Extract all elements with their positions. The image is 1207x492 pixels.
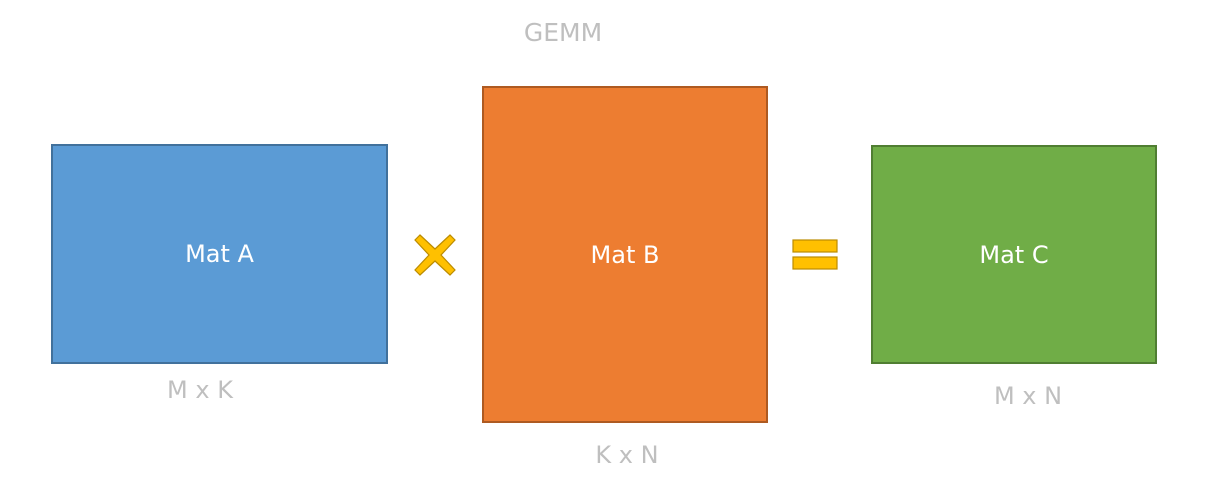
matrix-c: Mat C — [871, 145, 1157, 364]
matrix-a-dimensions: M x K — [167, 376, 233, 404]
matrix-a: Mat A — [51, 144, 388, 364]
matrix-c-dimensions: M x N — [993, 382, 1063, 410]
multiply-x-icon — [414, 234, 456, 276]
matrix-b-label: Mat B — [590, 240, 660, 269]
matrix-c-label: Mat C — [979, 240, 1049, 269]
matrix-a-label: Mat A — [185, 240, 254, 268]
diagram-title: GEMM — [523, 18, 603, 47]
equals-icon — [792, 239, 838, 270]
matrix-b-dimensions: K x N — [595, 441, 659, 469]
matrix-b: Mat B — [482, 86, 768, 423]
